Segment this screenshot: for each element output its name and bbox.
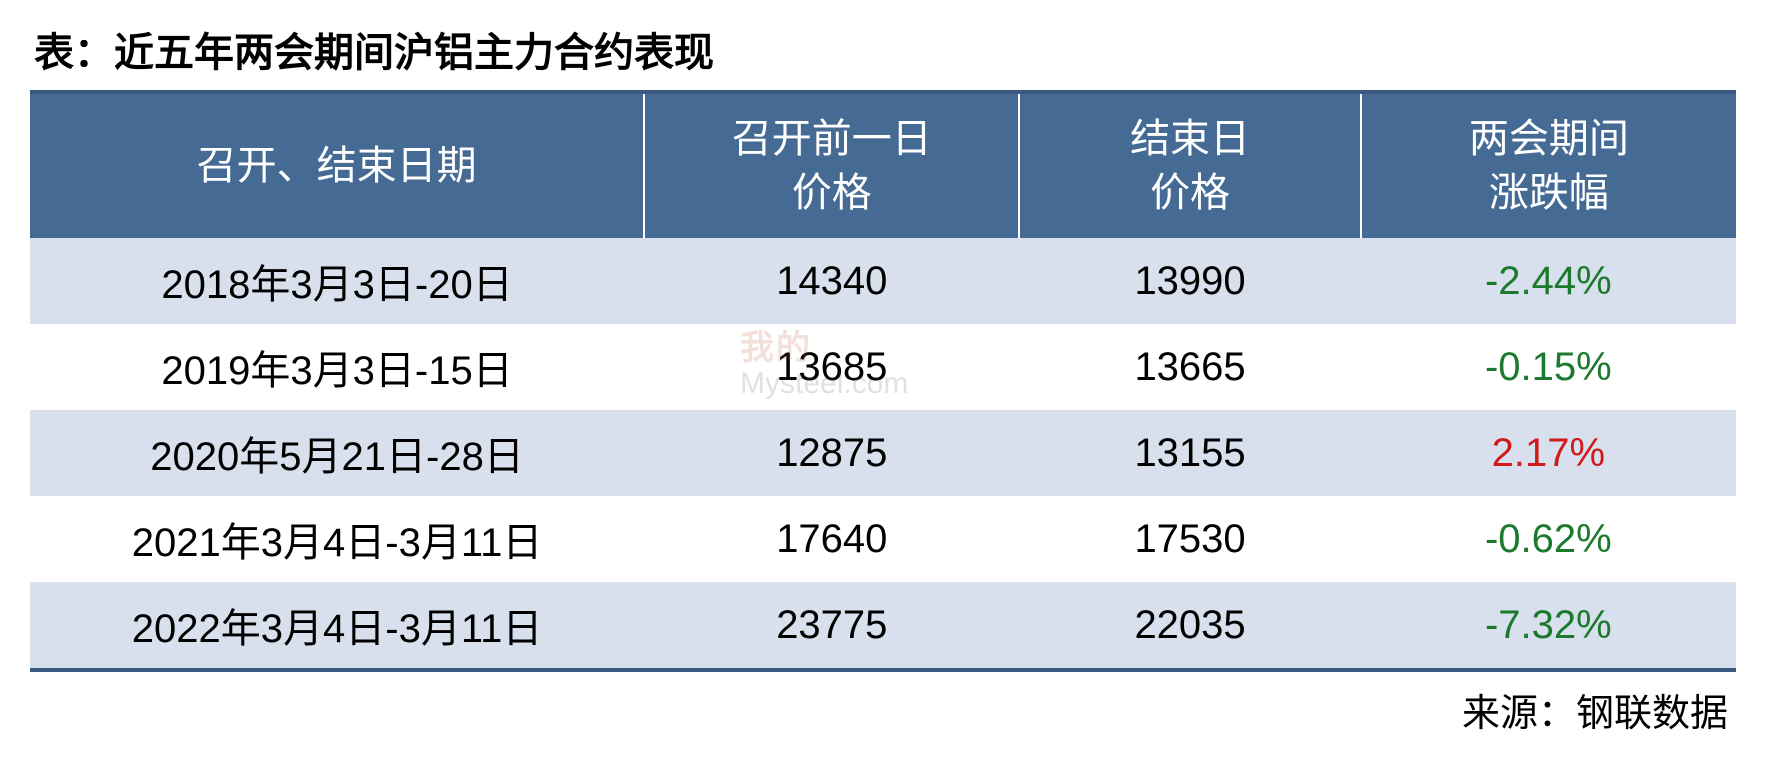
cell-open-price: 14340 (644, 238, 1019, 324)
table-row: 2019年3月3日-15日1368513665-0.15% (30, 324, 1736, 410)
table-header-row: 召开、结束日期 召开前一日 价格 结束日 价格 两会期间 涨跌幅 (30, 94, 1736, 238)
cell-change: -7.32% (1361, 582, 1736, 668)
cell-close-price: 13155 (1019, 410, 1360, 496)
cell-change: -2.44% (1361, 238, 1736, 324)
table-body: 2018年3月3日-20日1434013990-2.44%2019年3月3日-1… (30, 238, 1736, 668)
cell-date: 2019年3月3日-15日 (30, 324, 644, 410)
source-label: 来源：钢联数据 (30, 682, 1736, 737)
cell-close-price: 13990 (1019, 238, 1360, 324)
cell-open-price: 13685 (644, 324, 1019, 410)
cell-change: -0.15% (1361, 324, 1736, 410)
col-header-open-l2: 价格 (792, 170, 872, 215)
cell-open-price: 23775 (644, 582, 1019, 668)
cell-date: 2020年5月21日-28日 (30, 410, 644, 496)
cell-open-price: 12875 (644, 410, 1019, 496)
cell-close-price: 13665 (1019, 324, 1360, 410)
col-header-change: 两会期间 涨跌幅 (1361, 94, 1736, 238)
col-header-close-l2: 价格 (1150, 170, 1230, 215)
data-table-wrap: 召开、结束日期 召开前一日 价格 结束日 价格 两会期间 涨跌幅 (30, 90, 1736, 672)
cell-open-price: 17640 (644, 496, 1019, 582)
col-header-change-l2: 涨跌幅 (1489, 170, 1609, 215)
cell-date: 2018年3月3日-20日 (30, 238, 644, 324)
col-header-close-price: 结束日 价格 (1019, 94, 1360, 238)
col-header-open-l1: 召开前一日 (732, 116, 932, 161)
data-table: 召开、结束日期 召开前一日 价格 结束日 价格 两会期间 涨跌幅 (30, 94, 1736, 668)
table-row: 2022年3月4日-3月11日2377522035-7.32% (30, 582, 1736, 668)
cell-date: 2021年3月4日-3月11日 (30, 496, 644, 582)
cell-date: 2022年3月4日-3月11日 (30, 582, 644, 668)
col-header-date: 召开、结束日期 (30, 94, 644, 238)
col-header-change-l1: 两会期间 (1469, 116, 1629, 161)
table-row: 2020年5月21日-28日12875131552.17% (30, 410, 1736, 496)
col-header-date-text: 召开、结束日期 (197, 143, 477, 188)
table-row: 2021年3月4日-3月11日1764017530-0.62% (30, 496, 1736, 582)
table-row: 2018年3月3日-20日1434013990-2.44% (30, 238, 1736, 324)
col-header-close-l1: 结束日 (1130, 116, 1250, 161)
table-title: 表：近五年两会期间沪铝主力合约表现 (30, 20, 1736, 78)
col-header-open-price: 召开前一日 价格 (644, 94, 1019, 238)
cell-close-price: 17530 (1019, 496, 1360, 582)
cell-change: 2.17% (1361, 410, 1736, 496)
cell-change: -0.62% (1361, 496, 1736, 582)
cell-close-price: 22035 (1019, 582, 1360, 668)
